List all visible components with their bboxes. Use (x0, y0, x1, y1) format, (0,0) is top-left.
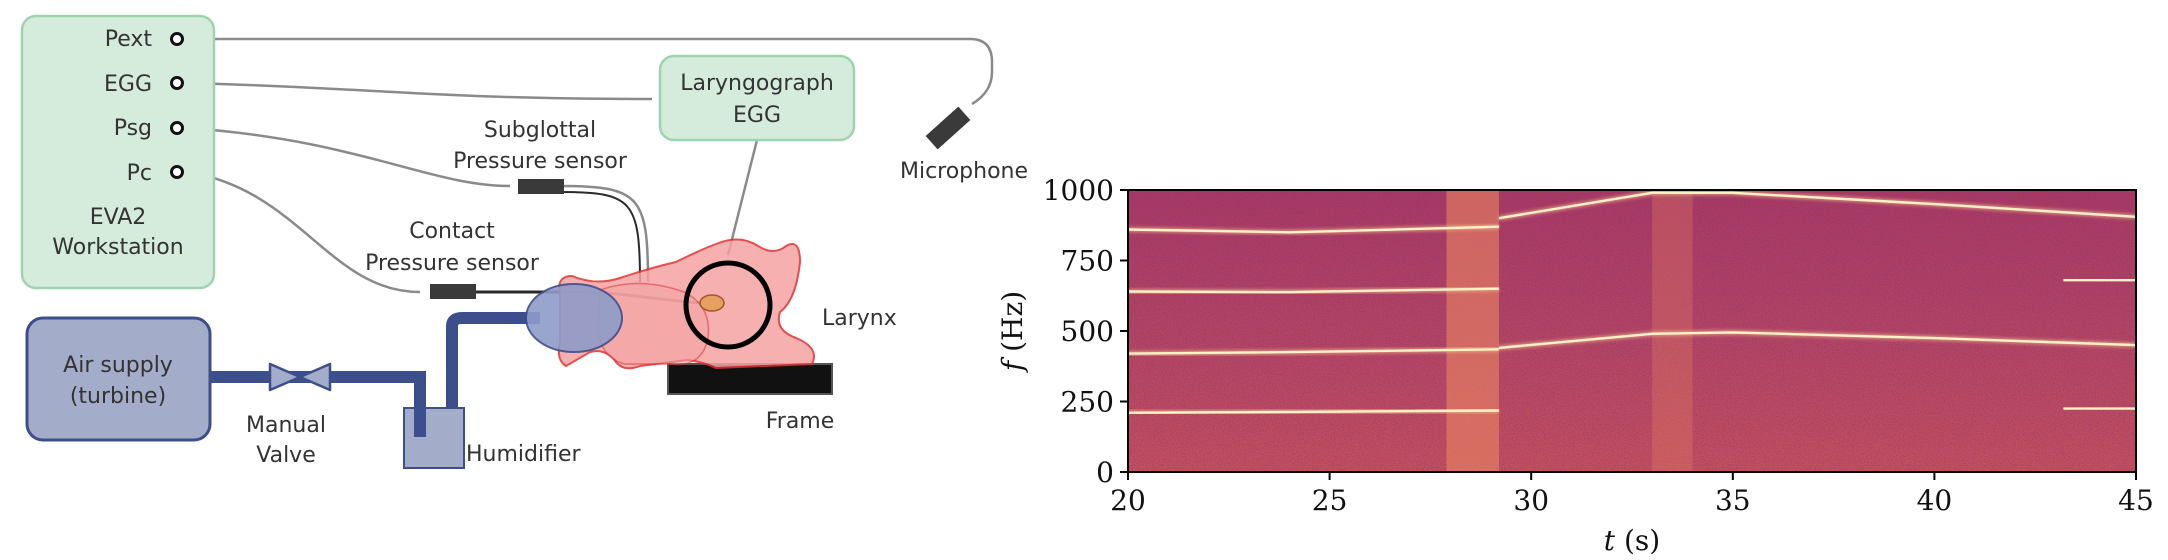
laryngograph-box (658, 54, 856, 142)
microphone-body (925, 106, 971, 150)
microphone-label: Microphone (900, 159, 1028, 184)
broadband-burst-0 (1446, 190, 1499, 472)
x-tick-label-0: 20 (1110, 484, 1146, 517)
larynx-label: Larynx (822, 306, 897, 331)
x-axis-variable: t (1604, 524, 1616, 557)
larynx-lower-lobe (597, 282, 710, 366)
humidifier: Humidifier (403, 405, 581, 469)
harmonic-track-1 (1128, 348, 1499, 355)
larynx: Larynx (525, 238, 897, 370)
spectrogram: 20 25 30 35 40 45 0 250 500 750 1000 t (s) f (Hz) (996, 174, 2154, 557)
valve-label-line2: Valve (256, 443, 316, 468)
contact-pressure-sensor: Contact Pressure sensor (365, 219, 540, 299)
port-label-egg: EGG (104, 72, 152, 97)
y-axis-label: f (Hz) (996, 291, 1029, 373)
frame: Frame (667, 363, 835, 434)
laryngograph-label-line1: Laryngograph (680, 71, 834, 96)
cable-subglottal-larynx-b (559, 191, 641, 283)
contact-label-line1: Contact (409, 219, 495, 244)
workstation-name-line1: EVA2 (90, 205, 147, 230)
y-axis-ticks: 0 250 500 750 1000 (1043, 174, 1128, 489)
valve-label-line1: Manual (246, 413, 326, 438)
port-label-pext: Pext (105, 27, 153, 52)
humidifier-label: Humidifier (466, 442, 581, 467)
air-supply: Air supply (turbine) (25, 316, 212, 442)
cable-pext-microphone (188, 37, 994, 106)
harmonic-track-5 (1498, 191, 2136, 220)
y-tick-label-3: 750 (1061, 245, 1114, 278)
x-axis-label: t (s) (1604, 524, 1660, 557)
contact-sensor-body (430, 284, 476, 299)
y-tick-label-1: 250 (1061, 386, 1114, 419)
subglottal-sensor-body (518, 179, 564, 194)
contact-probe-tip (699, 294, 725, 312)
port-pext (170, 32, 184, 46)
frame-bar (667, 363, 833, 395)
y-axis-unit: (Hz) (996, 291, 1029, 352)
setup-diagram: Pext EGG Psg Pc EVA2 Workstation Laryngo… (20, 14, 1028, 469)
workstation-box (20, 14, 216, 290)
egg-electrode-ring (683, 260, 773, 350)
air-supply-label-line1: Air supply (63, 353, 173, 378)
subglottal-label-line1: Subglottal (484, 118, 596, 143)
harmonic-track-0 (1128, 409, 1499, 414)
air-supply-label-line2: (turbine) (70, 384, 166, 409)
microphone: Microphone (900, 106, 1028, 184)
x-tick-label-5: 45 (2118, 484, 2154, 517)
frame-label: Frame (766, 409, 835, 434)
spectrogram-content (1128, 190, 2136, 472)
subglottal-label-line2: Pressure sensor (453, 149, 628, 174)
manual-valve: Manual Valve (246, 362, 332, 468)
workstation-ports (170, 32, 184, 179)
port-egg (170, 76, 184, 90)
cable-subglottal-larynx (559, 184, 650, 283)
y-tick-label-0: 0 (1096, 456, 1114, 489)
cables (187, 37, 994, 305)
x-tick-label-2: 30 (1513, 484, 1549, 517)
y-tick-label-4: 1000 (1043, 174, 1114, 207)
port-label-psg: Psg (114, 116, 152, 141)
port-psg (170, 121, 184, 135)
port-label-pc: Pc (127, 161, 152, 186)
cable-egg-laryngograph (187, 81, 653, 101)
x-tick-label-1: 25 (1312, 484, 1348, 517)
laryngograph-label-line2: EGG (733, 103, 781, 128)
x-tick-label-4: 40 (1917, 484, 1953, 517)
humidifier-box (403, 407, 465, 469)
spectrogram-noise (1128, 190, 2136, 472)
pipe-humidifier-to-larynx (446, 312, 540, 422)
contact-label-line2: Pressure sensor (365, 251, 540, 276)
subglottal-pressure-sensor: Subglottal Pressure sensor (453, 118, 628, 194)
y-tick-label-2: 500 (1061, 315, 1114, 348)
x-tick-label-3: 35 (1715, 484, 1751, 517)
harmonic-track-2 (1128, 287, 1499, 294)
cable-laryngograph-electrode (726, 139, 759, 256)
cable-pc-contact (187, 170, 421, 294)
port-pc (170, 165, 184, 179)
larynx-inlet (525, 283, 623, 353)
laryngograph: Laryngograph EGG (658, 54, 856, 142)
x-axis-unit: (s) (1624, 524, 1660, 557)
valve-symbol (268, 362, 332, 392)
air-supply-box (25, 316, 212, 442)
x-axis-ticks: 20 25 30 35 40 45 (1110, 472, 2154, 517)
harmonic-track-3 (1128, 225, 1499, 234)
eva2-workstation: Pext EGG Psg Pc EVA2 Workstation (20, 14, 216, 290)
cable-psg-subglottal (187, 126, 511, 188)
harmonic-track-4 (1498, 331, 2136, 350)
workstation-port-labels: Pext EGG Psg Pc (104, 27, 152, 186)
workstation-name-line2: Workstation (52, 235, 183, 260)
humidifier-inlet-pipe (414, 405, 426, 437)
